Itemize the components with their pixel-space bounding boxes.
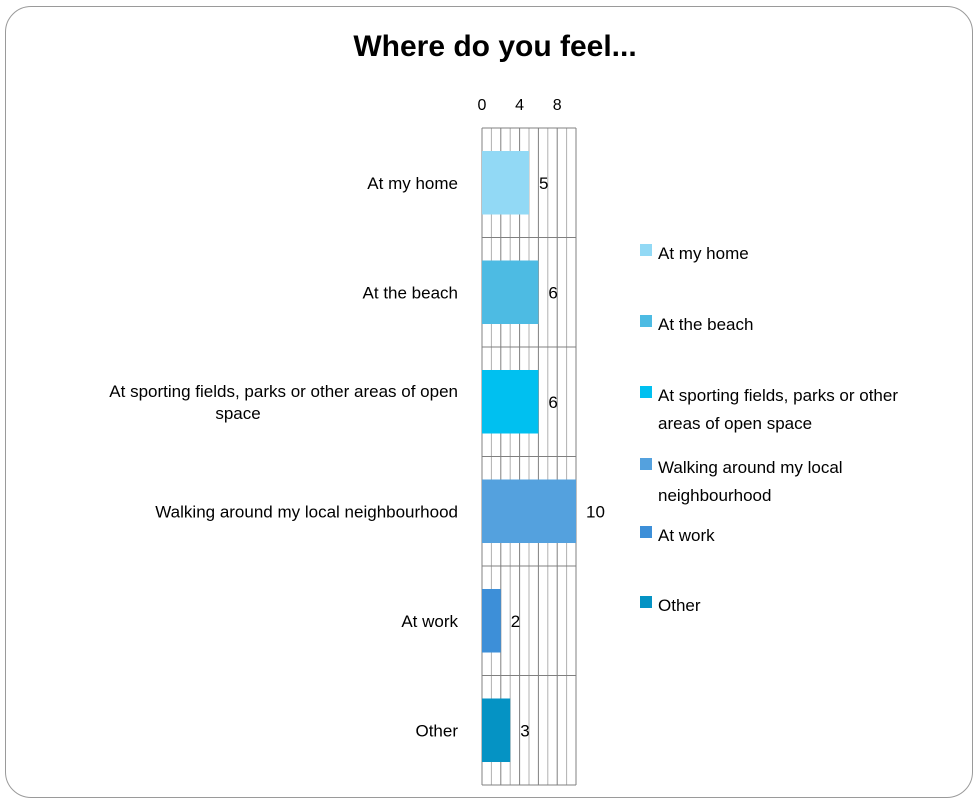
legend-label: At sporting fields, parks or other bbox=[658, 386, 898, 405]
data-label: 6 bbox=[548, 283, 557, 302]
x-tick-label: 4 bbox=[515, 97, 524, 114]
legend-label: At work bbox=[658, 526, 715, 545]
legend-swatch bbox=[640, 596, 652, 608]
category-label: At the beach bbox=[363, 283, 458, 302]
category-label: At my home bbox=[367, 174, 458, 193]
legend-swatch bbox=[640, 244, 652, 256]
x-tick-label: 0 bbox=[478, 97, 487, 114]
data-label: 6 bbox=[548, 393, 557, 412]
legend-label: areas of open space bbox=[658, 414, 812, 433]
category-label: space bbox=[215, 404, 260, 423]
bar bbox=[482, 479, 576, 544]
category-label: Walking around my local neighbourhood bbox=[155, 502, 458, 521]
bar bbox=[482, 698, 511, 763]
x-tick-label: 8 bbox=[553, 97, 562, 114]
legend-swatch bbox=[640, 458, 652, 470]
legend-label: At my home bbox=[658, 244, 749, 263]
category-label: At work bbox=[401, 612, 458, 631]
category-label: At sporting fields, parks or other areas… bbox=[109, 382, 458, 401]
data-label: 3 bbox=[520, 721, 529, 740]
data-label: 10 bbox=[586, 502, 605, 521]
bar bbox=[482, 588, 501, 653]
legend-label: Walking around my local bbox=[658, 458, 843, 477]
bar bbox=[482, 260, 539, 325]
data-label: 5 bbox=[539, 174, 548, 193]
legend-swatch bbox=[640, 315, 652, 327]
legend-swatch bbox=[640, 386, 652, 398]
data-label: 2 bbox=[511, 612, 520, 631]
category-label: Other bbox=[415, 721, 458, 740]
chart-title: Where do you feel... bbox=[353, 30, 637, 63]
bar bbox=[482, 150, 529, 215]
legend-label: At the beach bbox=[658, 315, 753, 334]
bar bbox=[482, 369, 539, 434]
legend-swatch bbox=[640, 526, 652, 538]
legend-label: neighbourhood bbox=[658, 486, 771, 505]
legend-label: Other bbox=[658, 596, 701, 615]
